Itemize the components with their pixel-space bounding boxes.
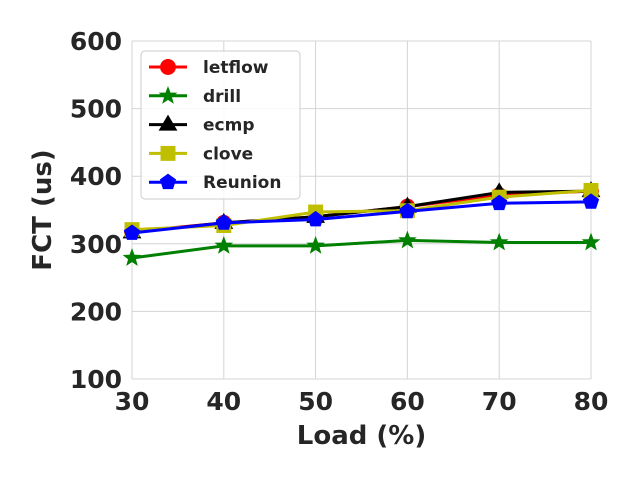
legend-label: drill bbox=[203, 87, 241, 107]
series-reunion bbox=[123, 193, 600, 240]
x-tick-label: 70 bbox=[482, 387, 517, 416]
data-point bbox=[215, 214, 232, 230]
series-drill bbox=[122, 230, 601, 266]
legend-label: ecmp bbox=[203, 116, 255, 136]
data-point bbox=[582, 193, 600, 209]
series-lines bbox=[122, 181, 601, 266]
legend-marker bbox=[158, 114, 178, 131]
legend-label: Reunion bbox=[203, 173, 281, 193]
series-line bbox=[131, 200, 592, 235]
data-point bbox=[122, 248, 142, 266]
legend-entry: ecmp bbox=[149, 114, 255, 136]
y-tick-label: 500 bbox=[70, 95, 122, 124]
x-tick-label: 50 bbox=[298, 387, 333, 416]
x-axis-label: Load (%) bbox=[297, 421, 426, 451]
data-point bbox=[399, 202, 416, 219]
legend-label: letflow bbox=[203, 58, 269, 78]
x-tick-label: 60 bbox=[390, 387, 425, 416]
x-tick-label: 30 bbox=[115, 387, 150, 416]
x-tick-label: 80 bbox=[574, 387, 609, 416]
y-tick-label: 300 bbox=[70, 230, 122, 259]
legend-marker bbox=[158, 85, 178, 104]
data-point bbox=[214, 236, 234, 254]
data-point bbox=[306, 236, 325, 254]
y-axis-label: FCT (us) bbox=[28, 149, 58, 270]
data-point bbox=[489, 232, 509, 251]
legend-entry: Reunion bbox=[149, 173, 281, 193]
legend-entry: clove bbox=[149, 144, 253, 164]
y-tick-label: 100 bbox=[70, 365, 122, 394]
series-line bbox=[131, 238, 591, 260]
legend-label: clove bbox=[203, 144, 253, 164]
y-tick-label: 600 bbox=[70, 27, 122, 56]
data-point bbox=[123, 224, 141, 240]
data-point bbox=[398, 230, 417, 249]
legend-marker bbox=[159, 173, 177, 190]
y-tick-label: 400 bbox=[70, 162, 122, 191]
y-tick-label: 200 bbox=[70, 297, 122, 326]
series-line bbox=[131, 188, 592, 232]
axes: 100 200 300 400 500 600 30 40 50 60 70 80 bbox=[70, 27, 609, 416]
x-tick-label: 40 bbox=[206, 387, 241, 416]
legend-entry: letflow bbox=[149, 58, 269, 78]
legend-marker bbox=[160, 145, 176, 161]
legend-entry: drill bbox=[149, 85, 241, 107]
data-point bbox=[581, 232, 601, 251]
data-point bbox=[491, 194, 508, 211]
legend-box bbox=[140, 50, 301, 200]
legend: letflow drill ecmp clove Reunion bbox=[140, 50, 301, 200]
legend-marker bbox=[160, 59, 176, 75]
data-point bbox=[307, 210, 324, 227]
